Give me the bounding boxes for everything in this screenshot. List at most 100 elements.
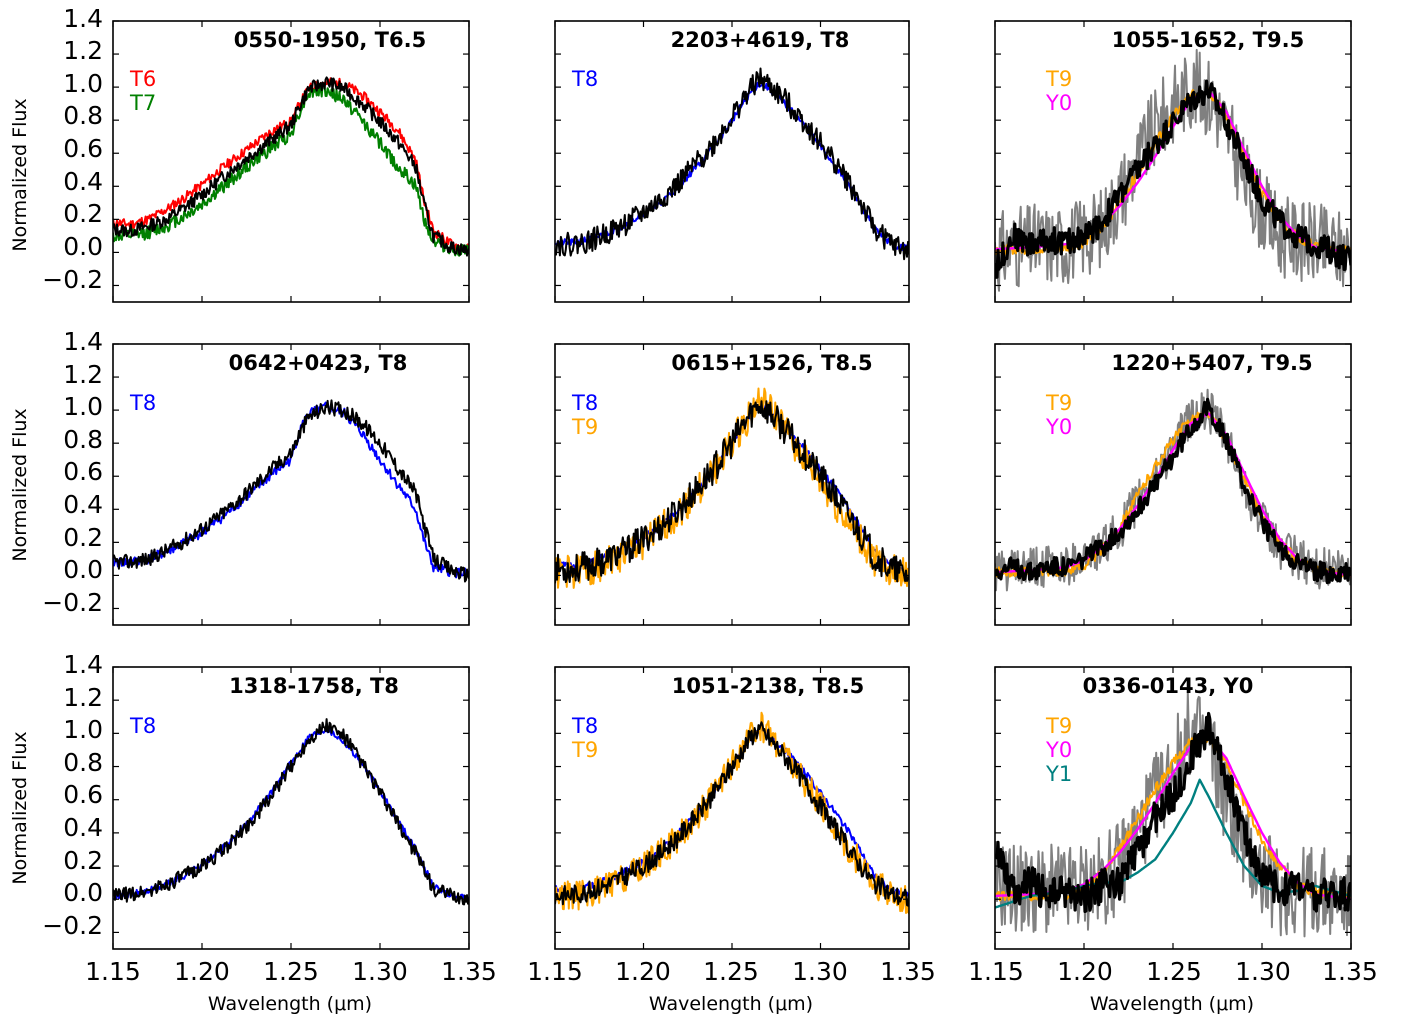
x-tick-label: 1.20 [1057,957,1113,986]
x-tick-label: 1.25 [703,957,759,986]
plot-area [995,691,1351,938]
x-tick-label: 1.15 [85,957,141,986]
legend-8-2: Y1 [1045,762,1072,786]
y-tick-labels-row-2: 1.4 1.2 1.0 0.8 0.6 0.4 0.2 0.0 −0.2 [42,650,103,940]
series-line-spectrum-3 [995,79,1351,279]
legend-8-1: Y0 [1045,738,1072,762]
y-axis-label-row-0: Normalized Flux [9,98,31,251]
panel-title-4: 0615+1526, T8.5 [671,351,872,375]
panel-4 [554,343,910,626]
y-tick-label: 1.4 [63,4,103,33]
y-tick-labels-row-0: 1.4 1.2 1.0 0.8 0.6 0.4 0.2 0.0 −0.2 [42,4,103,294]
series-line-t9 [555,711,909,915]
panel-title-5: 1220+5407, T9.5 [1111,351,1312,375]
x-tick-label: 1.35 [441,957,497,986]
x-tick-label: 1.35 [880,957,936,986]
y-tick-label: 0.4 [63,167,103,196]
y-tick-label: 1.2 [63,360,103,389]
y-tick-labels-row-1: 1.4 1.2 1.0 0.8 0.6 0.4 0.2 0.0 −0.2 [42,327,103,617]
legend-5-1: Y0 [1045,415,1072,439]
legend-7-0: T8 [571,714,598,738]
panel-8 [994,666,1352,950]
y-tick-label: 0.2 [63,523,103,552]
panel-3 [112,343,470,626]
y-tick-label: 0.4 [63,813,103,842]
panel-title-2: 1055-1652, T9.5 [1112,28,1304,52]
y-axis-label-row-2: Normalized Flux [9,731,31,884]
y-tick-label: 0.6 [63,780,103,809]
y-tick-label: 0.0 [63,555,103,584]
series-line-spectrum-4 [995,711,1351,913]
series-line-spectrum-1 [113,718,469,906]
series-line-t7 [113,83,469,257]
y-tick-label: −0.2 [42,588,103,617]
x-tick-labels-col-2: 1.15 1.20 1.25 1.30 1.35 [968,957,1378,986]
plot-area [113,718,469,906]
series-line-spectrum-2 [113,76,469,257]
y-tick-label: 0.8 [63,425,103,454]
y-tick-label: −0.2 [42,265,103,294]
y-tick-label: 1.0 [63,715,103,744]
x-tick-label: 1.15 [968,957,1024,986]
y-tick-label: 0.0 [63,232,103,261]
y-tick-label: 1.0 [63,392,103,421]
x-axis-label-col-1: Wavelength (μm) [649,993,813,1015]
y-tick-label: 0.0 [63,878,103,907]
y-tick-label: 0.6 [63,457,103,486]
legend-3-0: T8 [129,391,156,415]
plot-area [555,711,909,915]
y-tick-label: 1.0 [63,69,103,98]
y-tick-label: 0.2 [63,846,103,875]
x-axis-label-col-2: Wavelength (μm) [1090,993,1254,1015]
legend-4-1: T9 [571,415,598,439]
plot-area [555,67,909,261]
legend-6-0: T8 [129,714,156,738]
panel-title-8: 0336-0143, Y0 [1083,674,1254,698]
x-tick-label: 1.30 [352,957,408,986]
y-tick-label: 0.8 [63,101,103,130]
legend-0-0: T6 [129,67,156,91]
legend-4-0: T8 [571,391,598,415]
y-tick-label: −0.2 [42,911,103,940]
x-tick-label: 1.25 [1146,957,1202,986]
panel-1 [554,20,910,303]
x-tick-labels-col-0: 1.15 1.20 1.25 1.30 1.35 [85,957,497,986]
x-tick-label: 1.30 [1235,957,1291,986]
plot-area [555,387,909,589]
x-tick-label: 1.20 [615,957,671,986]
plot-area [995,48,1351,292]
x-axis-label-col-0: Wavelength (μm) [208,993,372,1015]
y-tick-label: 1.4 [63,650,103,679]
legend-8-0: T9 [1045,714,1072,738]
y-tick-label: 1.4 [63,327,103,356]
series-line-spectrum-3 [995,397,1351,585]
panel-grid [112,20,1352,950]
x-tick-label: 1.35 [1322,957,1378,986]
y-tick-label: 0.4 [63,490,103,519]
series-line-spectrum-1 [555,67,909,261]
panel-6 [112,666,470,950]
panel-title-3: 0642+0423, T8 [229,351,408,375]
x-tick-label: 1.15 [527,957,583,986]
panel-0 [112,20,470,303]
plot-area [995,388,1351,592]
x-tick-label: 1.20 [174,957,230,986]
series-line-spectrum-2 [555,400,909,584]
series-line-spectrum-1 [113,399,469,583]
legend-2-1: Y0 [1045,91,1072,115]
y-tick-label: 1.2 [63,683,103,712]
series-line-spectrum-2 [555,721,909,907]
y-axis-label-row-1: Normalized Flux [9,408,31,561]
x-tick-label: 1.30 [792,957,848,986]
x-tick-label: 1.25 [263,957,319,986]
panel-title-1: 2203+4619, T8 [671,28,850,52]
plot-area [113,399,469,583]
panel-title-7: 1051-2138, T8.5 [672,674,864,698]
panel-title-0: 0550-1950, T6.5 [234,28,426,52]
y-tick-label: 1.2 [63,36,103,65]
legend-2-0: T9 [1045,67,1072,91]
x-tick-labels-col-1: 1.15 1.20 1.25 1.30 1.35 [527,957,936,986]
panel-7 [554,666,910,950]
legend-7-1: T9 [571,738,598,762]
